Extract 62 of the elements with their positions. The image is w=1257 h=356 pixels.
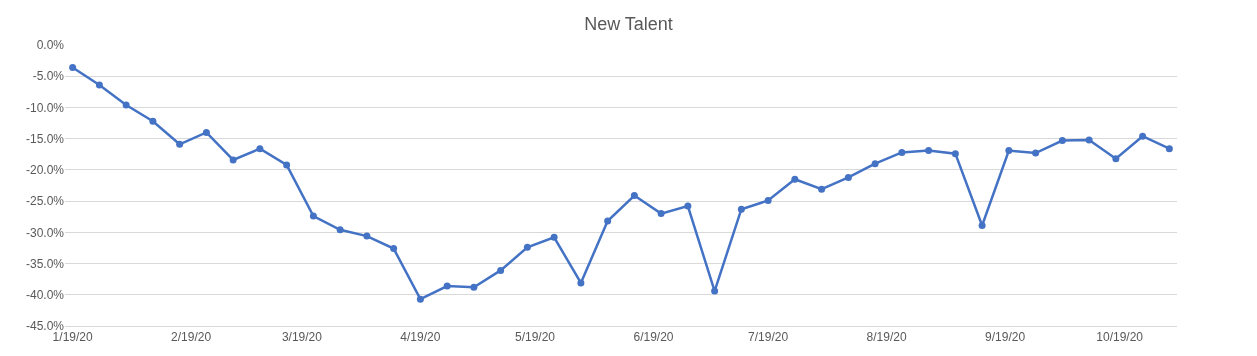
point (1058, 137, 1066, 145)
point (951, 150, 959, 158)
chart-title: New Talent (584, 14, 673, 35)
point (470, 283, 478, 291)
x-tick-label: 7/19/20 (748, 330, 789, 345)
x-tick-label: 5/19/20 (515, 330, 556, 345)
point (978, 221, 986, 229)
point (550, 233, 558, 241)
point (1139, 132, 1147, 140)
point (122, 101, 130, 109)
point (630, 191, 638, 199)
x-tick-label: 9/19/20 (985, 330, 1026, 345)
point (818, 185, 826, 193)
point (149, 117, 157, 125)
point (764, 196, 772, 204)
point (898, 148, 906, 156)
point (791, 175, 799, 183)
point (1165, 145, 1173, 153)
point (176, 140, 184, 148)
y-tick-label: -5.0% (32, 69, 65, 84)
x-tick-label: 3/19/20 (281, 330, 323, 345)
point (202, 128, 210, 136)
y-tick-label: -20.0% (25, 163, 65, 178)
point (229, 156, 237, 164)
point (604, 217, 612, 225)
x-tick-label: 6/19/20 (633, 330, 674, 345)
point (737, 205, 745, 213)
y-tick-label: -10.0% (25, 100, 65, 115)
point (443, 282, 451, 290)
point (336, 226, 344, 234)
point (871, 160, 879, 168)
point (1032, 149, 1040, 157)
y-tick-label: -25.0% (25, 194, 65, 209)
y-tick-label: -15.0% (25, 131, 65, 146)
point (925, 147, 933, 155)
point (363, 232, 371, 240)
point (1112, 155, 1120, 163)
point (1005, 147, 1013, 155)
x-tick-label: 8/19/20 (866, 330, 907, 345)
point (711, 287, 719, 295)
x-tick-label: 4/19/20 (400, 330, 441, 345)
point (390, 245, 398, 253)
point (657, 210, 665, 218)
y-tick-label: -30.0% (25, 225, 65, 240)
y-tick-label: -35.0% (25, 256, 65, 271)
y-tick-label: 0.0% (36, 38, 65, 53)
y-tick-label: -40.0% (25, 287, 65, 302)
x-tick-label: 2/19/20 (171, 330, 212, 345)
point (523, 243, 531, 251)
point (497, 266, 505, 274)
point (684, 202, 692, 210)
point (69, 63, 77, 71)
point (95, 81, 103, 89)
point (844, 173, 852, 181)
point (577, 279, 585, 287)
point (1085, 136, 1093, 144)
point (416, 295, 424, 303)
point (283, 161, 291, 169)
point (256, 145, 264, 153)
point (309, 212, 317, 220)
x-tick-label: 10/19/20 (1096, 330, 1144, 345)
x-tick-label: 1/19/20 (52, 330, 93, 345)
